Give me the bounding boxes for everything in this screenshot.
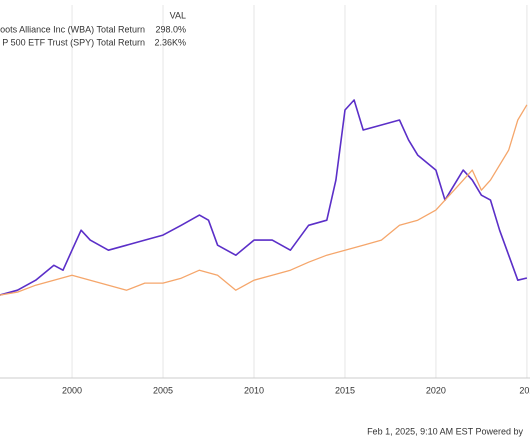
legend-header: VAL xyxy=(170,10,186,20)
series-line xyxy=(0,104,528,296)
legend-label: P 500 ETF Trust (SPY) Total Return xyxy=(2,37,145,47)
legend-value: 2.36K% xyxy=(154,37,186,47)
legend-value: 298.0% xyxy=(155,24,186,34)
x-tick-label: 2020 xyxy=(426,385,446,395)
footer: Feb 1, 2025, 9:10 AM EST Powered by xyxy=(367,426,523,436)
legend-label: ns Boots Alliance Inc (WBA) Total Return xyxy=(0,24,145,34)
x-tick-label: 2000 xyxy=(62,385,82,395)
x-tick-label: 2010 xyxy=(244,385,264,395)
x-tick-label: 2015 xyxy=(335,385,355,395)
series-line xyxy=(0,99,528,296)
x-tick-label: 2005 xyxy=(153,385,173,395)
x-tick-label: 202 xyxy=(519,385,530,395)
